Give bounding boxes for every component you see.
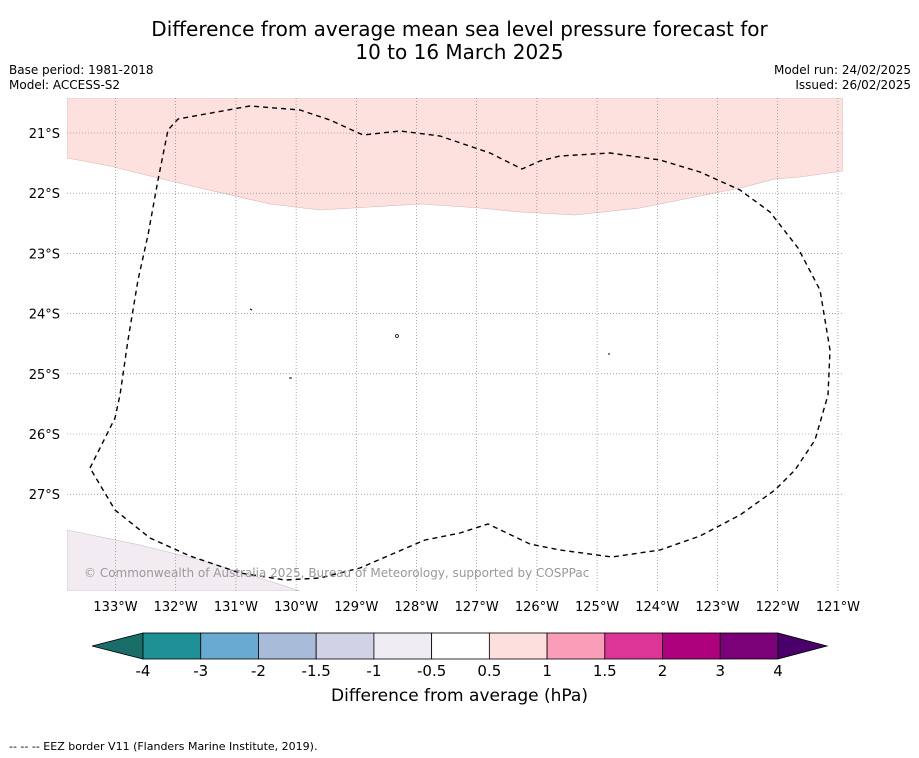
colorbar-tick-label: -2 [251,662,266,680]
lon-label: 128°W [394,600,438,615]
lon-label: 122°W [756,600,800,615]
map-title: Difference from average mean sea level p… [0,18,919,64]
eez-footnote: -- -- -- EEZ border V11 (Flanders Marine… [9,740,318,753]
lon-label: 125°W [575,600,619,615]
lon-label: 133°W [93,600,137,615]
colorbar-tick-label: 4 [773,662,783,680]
colorbar-tick-label: 2 [658,662,668,680]
meta-left: Base period: 1981-2018 Model: ACCESS-S2 [9,63,154,93]
colorbar-tick-label: -1.5 [302,662,331,680]
lon-label: 123°W [695,600,739,615]
lon-label: 131°W [214,600,258,615]
colorbar-segment [258,632,317,660]
lon-label: 132°W [154,600,198,615]
lon-label: 130°W [274,600,318,615]
map-area: © Commonwealth of Australia 2025, Bureau… [67,98,843,591]
lat-label: 27°S [29,488,60,503]
colorbar-tick-label: 3 [715,662,725,680]
colorbar: -4 -3 -2 -1.5 -1 -0.5 0.5 1 1.5 2 3 4 [91,632,829,680]
island [395,334,399,338]
colorbar-segment [662,632,721,660]
model-run: Model run: 24/02/2025 [773,63,911,77]
colorbar-segment [546,632,606,660]
longitude-labels: 133°W 132°W 131°W 130°W 129°W 128°W 127°W 126°W… [93,600,860,615]
colorbar-segment [200,632,259,660]
gridlines [67,98,843,591]
colorbar-tick-label: -4 [136,662,151,680]
colorbar-segment [373,632,433,660]
issued-date: Issued: 26/02/2025 [795,78,911,92]
lat-label: 25°S [29,368,60,383]
lat-label: 26°S [29,428,60,443]
lat-label: 21°S [29,127,60,142]
lon-label: 126°W [515,600,559,615]
lat-label: 24°S [29,308,60,323]
colorbar-segment [488,632,548,660]
colorbar-tick-label: -0.5 [417,662,446,680]
colorbar-tick-label: 0.5 [477,662,501,680]
meta-right: Model run: 24/02/2025 Issued: 26/02/2025 [774,63,911,93]
lon-label: 129°W [334,600,378,615]
colorbar-extend-min [91,632,144,660]
colorbar-extend-max [777,632,829,660]
colorbar-tick-label: -1 [366,662,381,680]
copyright-notice: © Commonwealth of Australia 2025, Bureau… [84,566,589,580]
negative-anomaly-region [67,529,301,591]
colorbar-segment [604,632,663,660]
title-line-1: Difference from average mean sea level p… [151,17,768,41]
lon-label: 127°W [455,600,499,615]
latitude-labels: 21°S 22°S 23°S 24°S 25°S 26°S 27°S [29,127,60,503]
island [249,308,253,311]
lat-label: 22°S [29,187,60,202]
colorbar-tick-label: -3 [193,662,208,680]
colorbar-segment [719,632,779,660]
colorbar-title: Difference from average (hPa) [331,686,588,706]
eez-border [89,105,831,581]
model-name: Model: ACCESS-S2 [9,78,121,92]
lat-label: 23°S [29,247,60,262]
colorbar-segment [142,632,202,660]
lon-label: 121°W [816,600,860,615]
islands [249,308,610,379]
colorbar-tick-label: 1.5 [593,662,617,680]
title-line-2: 10 to 16 March 2025 [355,40,564,64]
lon-label: 124°W [635,600,679,615]
base-period: Base period: 1981-2018 [9,63,154,77]
colorbar-segment [315,632,375,660]
colorbar-tick-label: 1 [542,662,552,680]
colorbar-segment [431,632,490,660]
